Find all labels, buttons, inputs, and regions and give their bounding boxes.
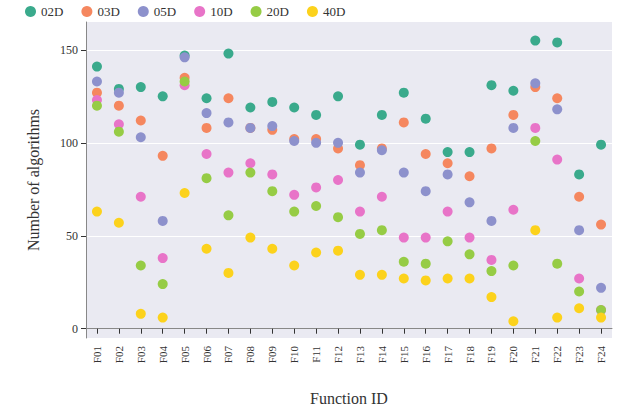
svg-text:F22: F22 [551,346,563,363]
svg-text:F10: F10 [288,346,300,364]
svg-text:F06: F06 [201,346,213,364]
svg-text:F05: F05 [179,346,191,364]
svg-text:150: 150 [60,43,78,57]
svg-text:Number of algorithms: Number of algorithms [25,109,43,251]
svg-text:20D: 20D [267,4,289,19]
svg-text:F12: F12 [332,346,344,363]
svg-text:F13: F13 [354,346,366,364]
svg-text:50: 50 [66,229,78,243]
svg-text:F08: F08 [244,346,256,364]
svg-text:F14: F14 [376,346,388,364]
svg-text:F21: F21 [529,346,541,363]
svg-text:100: 100 [60,136,78,150]
svg-text:F20: F20 [507,346,519,364]
svg-text:F07: F07 [222,346,234,364]
svg-text:05D: 05D [154,4,176,19]
svg-text:F19: F19 [485,346,497,364]
svg-text:10D: 10D [210,4,232,19]
svg-text:F23: F23 [573,346,585,364]
svg-text:03D: 03D [97,4,119,19]
svg-text:F11: F11 [310,346,322,363]
svg-text:Function ID: Function ID [310,390,388,407]
svg-text:F02: F02 [113,346,125,363]
svg-text:F03: F03 [135,346,147,364]
svg-text:40D: 40D [323,4,345,19]
svg-text:F17: F17 [442,346,454,364]
svg-text:F09: F09 [266,346,278,364]
svg-text:F15: F15 [398,346,410,364]
svg-text:F16: F16 [420,346,432,364]
svg-text:F24: F24 [595,346,607,364]
svg-text:F01: F01 [91,346,103,363]
svg-text:F18: F18 [464,346,476,364]
svg-text:0: 0 [72,322,78,336]
svg-text:02D: 02D [41,4,63,19]
svg-text:F04: F04 [157,346,169,364]
